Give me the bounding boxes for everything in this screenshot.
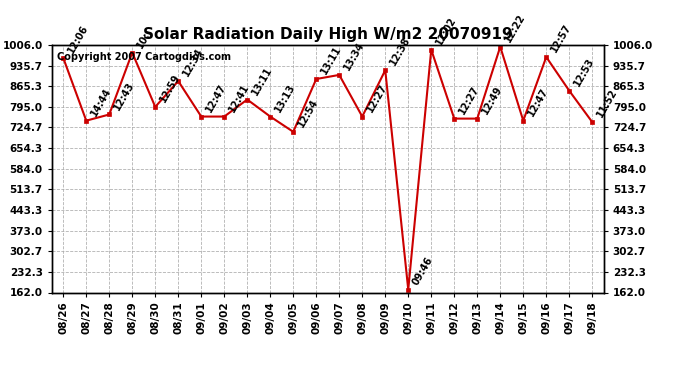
Text: 10:: 10:	[135, 30, 152, 50]
Text: 12:54: 12:54	[296, 97, 320, 129]
Text: 12:27: 12:27	[457, 84, 481, 116]
Text: 12:34: 12:34	[181, 46, 205, 78]
Text: 12:02: 12:02	[434, 15, 458, 47]
Text: 13:34: 13:34	[342, 40, 366, 72]
Text: 13:11: 13:11	[319, 44, 343, 76]
Text: 12:43: 12:43	[112, 80, 136, 112]
Text: 13:13: 13:13	[273, 82, 297, 114]
Text: 12:06: 12:06	[66, 23, 90, 55]
Text: 12:41: 12:41	[227, 82, 251, 114]
Text: 13:11: 13:11	[250, 65, 274, 97]
Text: 12:47: 12:47	[204, 82, 228, 114]
Text: 12:49: 12:49	[480, 84, 504, 116]
Text: Copyright 2007 Cartogdios.com: Copyright 2007 Cartogdios.com	[57, 53, 231, 62]
Text: 12:22: 12:22	[503, 12, 527, 44]
Text: 11:52: 11:52	[595, 87, 619, 119]
Title: Solar Radiation Daily High W/m2 20070919: Solar Radiation Daily High W/m2 20070919	[143, 27, 513, 42]
Text: 09:46: 09:46	[411, 255, 435, 287]
Text: 12:57: 12:57	[549, 22, 573, 54]
Text: 12:59: 12:59	[158, 72, 182, 104]
Text: 12:47: 12:47	[526, 86, 550, 118]
Text: 12:38: 12:38	[388, 36, 412, 68]
Text: 12:27: 12:27	[365, 82, 389, 114]
Text: 12:53: 12:53	[572, 56, 596, 88]
Text: 14:44: 14:44	[89, 86, 113, 118]
